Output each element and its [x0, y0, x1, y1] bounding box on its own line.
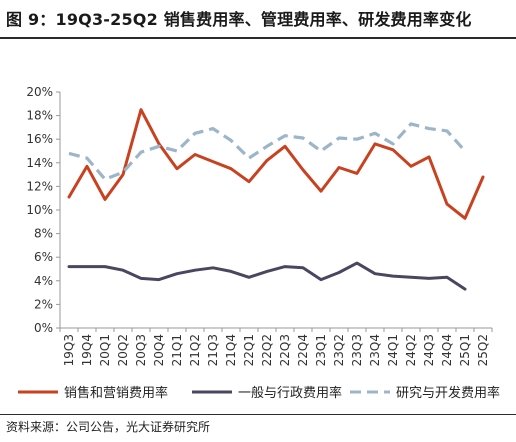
source-note: 资料来源：公司公告，光大证券研究所 [6, 420, 211, 434]
y-tick-label: 20% [26, 85, 53, 99]
y-tick-label: 14% [26, 156, 53, 170]
x-tick-label: 25Q1 [458, 334, 472, 366]
x-tick-label: 21Q4 [224, 334, 238, 366]
x-tick-label: 22Q1 [242, 334, 256, 366]
x-tick-label: 25Q2 [476, 334, 490, 366]
y-tick-label: 8% [34, 227, 53, 241]
chart-series [67, 108, 485, 291]
x-tick-label: 21Q3 [206, 334, 220, 366]
x-tick-label: 23Q1 [314, 334, 328, 366]
figure-title: 图 9：19Q3-25Q2 销售费用率、管理费用率、研发费用率变化 [6, 10, 472, 29]
y-tick-label: 18% [26, 109, 53, 123]
y-tick-label: 10% [26, 203, 53, 217]
x-tick-label: 24Q4 [440, 334, 454, 366]
x-tick-label: 23Q3 [350, 334, 364, 366]
x-tick-label: 22Q4 [296, 334, 310, 366]
y-tick-label: 4% [34, 274, 53, 288]
y-tick-label: 6% [34, 250, 53, 264]
chart-legend: 销售和营销费用率 一般与行政费用率 研究与开发费用率 [18, 385, 500, 401]
x-tick-label: 24Q2 [404, 334, 418, 366]
x-tick-label: 21Q2 [188, 334, 202, 366]
line-chart: 0% 2% 4% 6% 8% 10% 12% 14% 16% 18% 20% 19Q3 19Q4 20Q1… [18, 85, 500, 401]
x-tick-label: 22Q3 [278, 334, 292, 366]
x-tick-label: 20Q2 [116, 334, 130, 366]
title-rule [0, 37, 516, 39]
series-line-1 [67, 261, 467, 291]
source-rule [0, 414, 516, 415]
series-line-0 [67, 108, 485, 220]
x-tick-label: 19Q3 [62, 334, 76, 366]
x-tick-label: 24Q1 [386, 334, 400, 366]
x-tick-label: 19Q4 [80, 334, 94, 366]
legend-label-0: 销售和营销费用率 [64, 385, 168, 401]
x-tick-label: 21Q1 [170, 334, 184, 366]
y-tick-label: 16% [26, 132, 53, 146]
x-tick-label: 23Q2 [332, 334, 346, 366]
chart-axes: 0% 2% 4% 6% 8% 10% 12% 14% 16% 18% 20% 19Q3 19Q4 20Q1… [26, 85, 493, 366]
x-tick-label: 20Q4 [152, 334, 166, 366]
x-tick-label: 20Q3 [134, 334, 148, 366]
x-tick-label: 20Q1 [98, 334, 112, 366]
legend-label-2: 研究与开发费用率 [396, 385, 500, 401]
y-tick-label: 0% [34, 321, 53, 335]
series-line-2 [68, 122, 467, 181]
y-tick-label: 2% [34, 297, 53, 311]
x-tick-label: 23Q4 [368, 334, 382, 366]
y-tick-label: 12% [26, 179, 53, 193]
x-tick-label: 22Q2 [260, 334, 274, 366]
legend-label-1: 一般与行政费用率 [238, 385, 342, 401]
x-tick-label: 24Q3 [422, 334, 436, 366]
